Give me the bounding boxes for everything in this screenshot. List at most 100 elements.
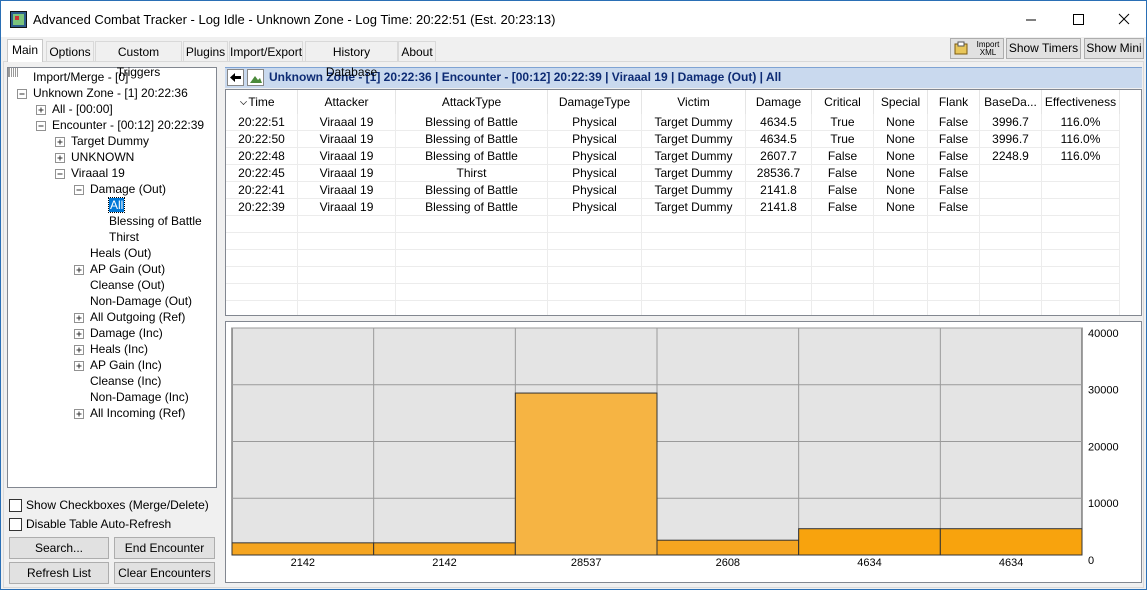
tree-expander[interactable]: [55, 169, 65, 179]
table-cell: [298, 233, 396, 250]
tree-expander[interactable]: [74, 329, 84, 339]
table-cell: [548, 233, 642, 250]
table-cell: 116.0%: [1042, 114, 1120, 131]
swing-table: Time Attacker AttackType DamageType Victim Da…: [225, 89, 1142, 316]
tree-node[interactable]: All Outgoing (Ref): [90, 310, 186, 324]
show-mini-button[interactable]: Show Mini: [1084, 38, 1144, 59]
tree-expander[interactable]: [55, 137, 65, 147]
tree-expander[interactable]: [55, 153, 65, 163]
tree-node[interactable]: Unknown Zone - [1] 20:22:36: [33, 86, 188, 100]
tree-node[interactable]: All: [107, 197, 126, 213]
table-cell: 20:22:45: [226, 165, 298, 182]
end-encounter-button[interactable]: End Encounter: [114, 537, 215, 559]
table-cell: [746, 216, 812, 233]
tab[interactable]: Custom Triggers: [95, 41, 182, 79]
table-cell: [928, 216, 980, 233]
tree-node[interactable]: Import/Merge - [0]: [33, 70, 129, 84]
tree-expander[interactable]: [17, 89, 27, 99]
checkbox-label[interactable]: Disable Table Auto-Refresh: [26, 517, 172, 531]
column-header[interactable]: Victim: [642, 90, 746, 114]
tree-expander[interactable]: [74, 265, 84, 275]
tree-node[interactable]: Cleanse (Inc): [90, 374, 162, 388]
tree-expander[interactable]: [74, 361, 84, 371]
table-cell: [642, 250, 746, 267]
table-cell: [298, 250, 396, 267]
table-cell: [746, 267, 812, 284]
checkbox-label[interactable]: Show Checkboxes (Merge/Delete): [26, 498, 209, 512]
close[interactable]: [1118, 13, 1130, 25]
tree-node[interactable]: All Incoming (Ref): [90, 406, 186, 420]
tree-expander[interactable]: [36, 121, 46, 131]
table-cell: None: [874, 148, 928, 165]
tree-expander[interactable]: [74, 345, 84, 355]
table-cell: [226, 284, 298, 301]
tree-expander[interactable]: [74, 185, 84, 195]
tree-node[interactable]: Damage (Inc): [90, 326, 163, 340]
column-header[interactable]: AttackType: [396, 90, 548, 114]
column-header[interactable]: Damage: [746, 90, 812, 114]
table-cell: 2248.9: [980, 148, 1042, 165]
tab[interactable]: Import/Export: [229, 41, 303, 61]
value-label: 28537: [571, 557, 602, 569]
column-header[interactable]: BaseDa...: [980, 90, 1042, 114]
tab[interactable]: Options: [46, 41, 94, 61]
tree-node[interactable]: Heals (Out): [90, 246, 152, 260]
table-cell: [928, 267, 980, 284]
tree-node[interactable]: Thirst: [109, 230, 139, 244]
checkbox[interactable]: [9, 518, 22, 531]
tree-node[interactable]: Encounter - [00:12] 20:22:39: [52, 118, 205, 132]
window-controls[interactable]: [1011, 9, 1141, 31]
tree-expander[interactable]: [74, 313, 84, 323]
column-header[interactable]: DamageType: [548, 90, 642, 114]
clear-encounters-button[interactable]: Clear Encounters: [114, 562, 215, 584]
tree-connector: [8, 74, 18, 75]
tree-node[interactable]: UNKNOWN: [71, 150, 135, 164]
column-header[interactable]: Attacker: [298, 90, 396, 114]
tree-expander[interactable]: [74, 409, 84, 419]
column-header[interactable]: Critical: [812, 90, 874, 114]
tree-node[interactable]: Non-Damage (Inc): [90, 390, 189, 404]
import-xml-button[interactable]: Import XML: [950, 38, 1004, 59]
tab[interactable]: Main: [7, 39, 43, 62]
tree-node[interactable]: Target Dummy: [71, 134, 150, 148]
table-cell: [874, 233, 928, 250]
bar: [514, 392, 658, 556]
show-timers-button[interactable]: Show Timers: [1006, 38, 1081, 59]
table-cell: 20:22:51: [226, 114, 298, 131]
tree-node[interactable]: AP Gain (Out): [90, 262, 166, 276]
y-tick-label: 40000: [1088, 328, 1119, 340]
tree-node[interactable]: Blessing of Battle: [109, 214, 202, 228]
column-header[interactable]: Time: [226, 90, 298, 114]
tab[interactable]: Plugins: [183, 41, 228, 61]
expander-glyph: [76, 315, 82, 321]
tree-node[interactable]: Heals (Inc): [90, 342, 149, 356]
table-cell: [812, 233, 874, 250]
tree-node[interactable]: Viraaal 19: [71, 166, 125, 180]
table-cell: Physical: [548, 165, 642, 182]
tree-node[interactable]: Damage (Out): [90, 182, 167, 196]
breadcrumb: Unknown Zone - [1] 20:22:36 | Encounter …: [269, 70, 782, 84]
tree-node[interactable]: Non-Damage (Out): [90, 294, 193, 308]
table-cell: [548, 301, 642, 315]
y-tick-label: 30000: [1088, 385, 1119, 397]
column-header[interactable]: Flank: [928, 90, 980, 114]
tab[interactable]: About: [398, 41, 436, 61]
maximize[interactable]: [1073, 14, 1084, 25]
table-cell: [980, 165, 1042, 182]
table-cell: [226, 301, 298, 315]
table-cell: [642, 267, 746, 284]
tree-node[interactable]: AP Gain (Inc): [90, 358, 162, 372]
column-header[interactable]: Special: [874, 90, 928, 114]
refresh-list-button[interactable]: Refresh List: [9, 562, 109, 584]
tab[interactable]: History Database: [305, 41, 398, 79]
tree-expander[interactable]: [36, 105, 46, 115]
column-header[interactable]: Effectiveness: [1042, 90, 1120, 114]
tree-node[interactable]: Cleanse (Out): [90, 278, 165, 292]
table-cell: [548, 250, 642, 267]
checkbox[interactable]: [9, 499, 22, 512]
table-cell: [812, 216, 874, 233]
table-cell: [548, 284, 642, 301]
tree-node[interactable]: All - [00:00]: [52, 102, 113, 116]
table-cell: Target Dummy: [642, 182, 746, 199]
search-button[interactable]: Search...: [9, 537, 109, 559]
